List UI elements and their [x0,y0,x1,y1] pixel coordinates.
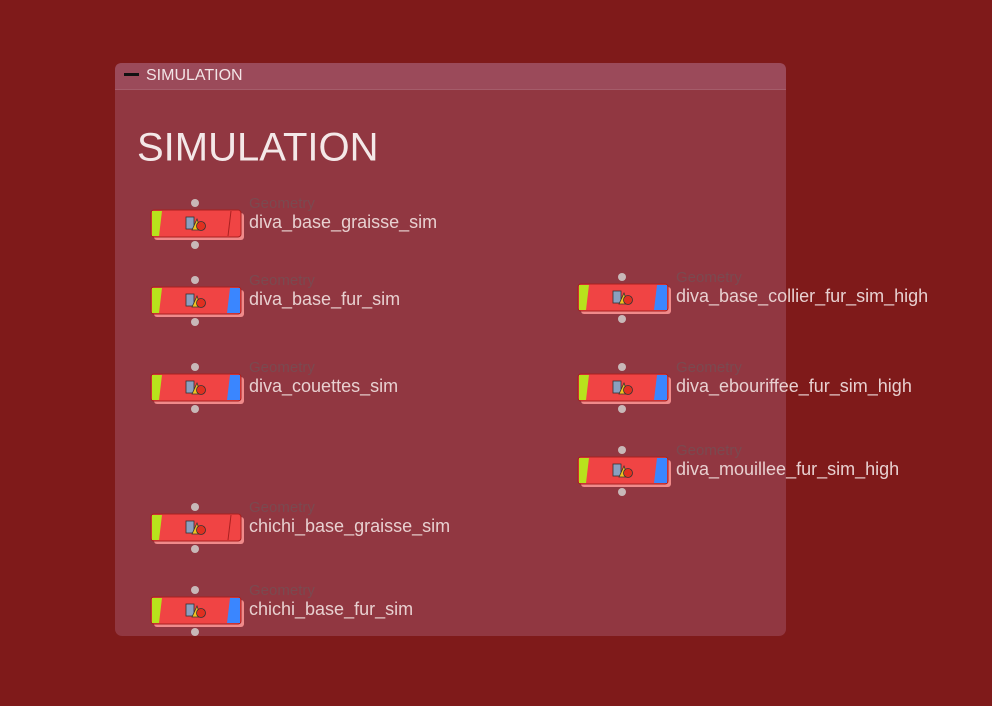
bypass-flag[interactable] [152,515,162,540]
nodes: Geometrydiva_base_graisse_simGeometrydiv… [150,195,928,636]
node-type: Geometry [249,272,315,289]
node-name: diva_couettes_sim [249,376,398,397]
bypass-flag[interactable] [579,458,589,483]
output-connector [191,405,199,413]
icon-sphere [623,295,633,305]
output-connector [191,628,199,636]
output-connector [191,318,199,326]
icon-sphere [196,525,206,535]
display-flag[interactable] [654,458,667,483]
box-label: SIMULATION [137,126,379,170]
icon-sphere [196,608,206,618]
node-type: Geometry [676,359,742,376]
output-connector [618,315,626,323]
display-flag[interactable] [227,598,240,623]
collapse-button[interactable] [124,73,139,76]
bypass-flag[interactable] [579,375,589,400]
icon-sphere [196,298,206,308]
icon-sphere [623,385,633,395]
input-connector [191,503,199,511]
display-flag[interactable] [654,375,667,400]
display-flag[interactable] [654,285,667,310]
icon-box [612,380,622,394]
icon-box [185,380,195,394]
node-name: diva_mouillee_fur_sim_high [676,459,899,480]
node-type: Geometry [676,442,742,459]
output-connector [618,488,626,496]
output-connector [618,405,626,413]
bypass-flag[interactable] [152,375,162,400]
input-connector [191,363,199,371]
icon-sphere [196,385,206,395]
network-box-header[interactable] [115,63,786,89]
display-flag[interactable] [227,375,240,400]
node-name: diva_base_collier_fur_sim_high [676,286,928,307]
icon-sphere [196,221,206,231]
icon-box [185,603,195,617]
display-flag-edge[interactable] [227,514,232,541]
node-name: diva_base_fur_sim [249,289,400,310]
node-type: Geometry [249,195,315,212]
node-type: Geometry [676,269,742,286]
bypass-flag[interactable] [152,211,162,236]
bypass-flag[interactable] [579,285,589,310]
icon-box [612,463,622,477]
input-connector [618,446,626,454]
bypass-flag[interactable] [152,598,162,623]
output-connector [191,241,199,249]
node-type: Geometry [249,582,315,599]
node-type: Geometry [249,359,315,376]
node-name: chichi_base_graisse_sim [249,516,450,537]
output-connector [191,545,199,553]
input-connector [618,273,626,281]
input-connector [618,363,626,371]
icon-box [185,520,195,534]
node-name: diva_base_graisse_sim [249,212,437,233]
header-title: SIMULATION [146,67,243,84]
input-connector [191,276,199,284]
icon-box [185,216,195,230]
icon-sphere [623,468,633,478]
node-name: chichi_base_fur_sim [249,599,413,620]
bypass-flag[interactable] [152,288,162,313]
display-flag-edge[interactable] [227,210,232,237]
display-flag[interactable] [227,288,240,313]
icon-box [185,293,195,307]
node-type: Geometry [249,499,315,516]
icon-box [612,290,622,304]
input-connector [191,199,199,207]
node-name: diva_ebouriffee_fur_sim_high [676,376,912,397]
input-connector [191,586,199,594]
